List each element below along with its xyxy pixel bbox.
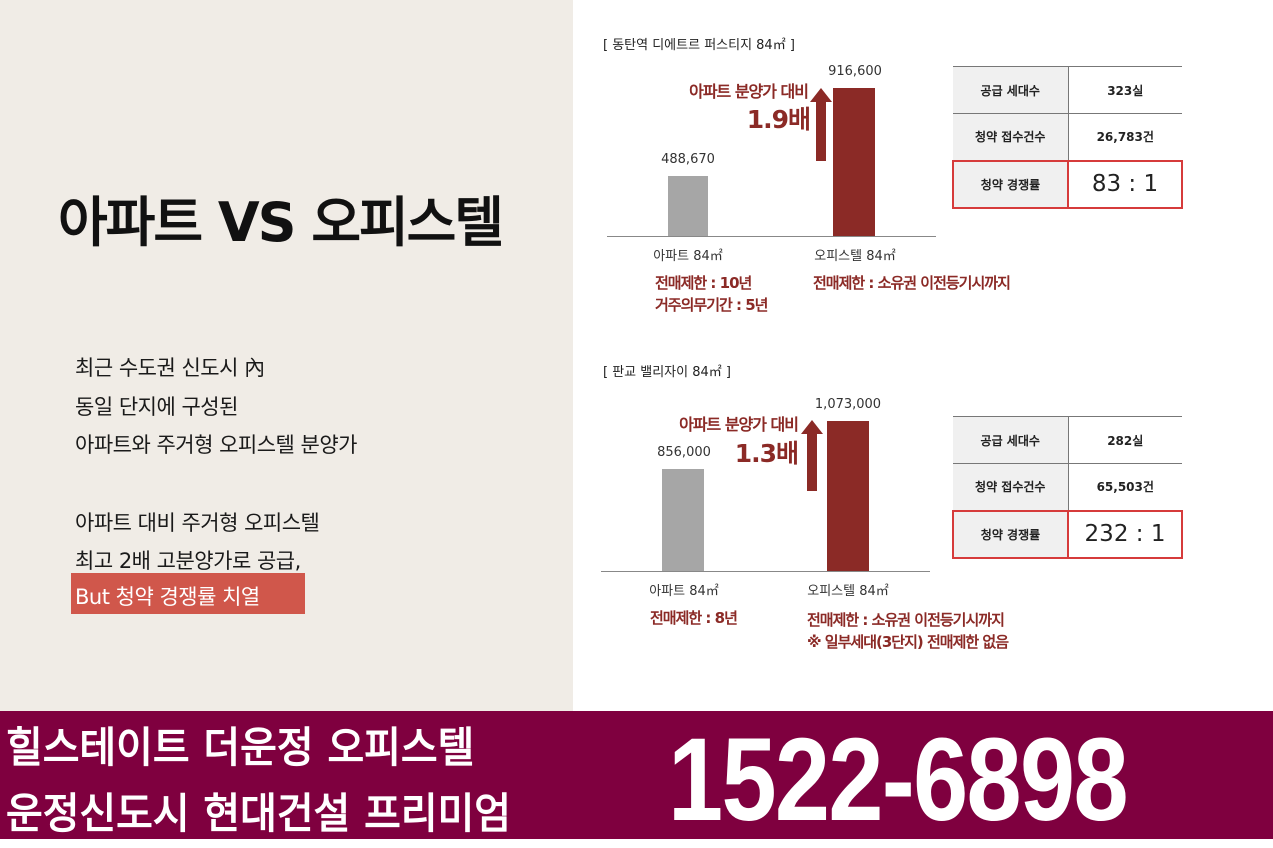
annotation-ratio: 1.3배 — [734, 439, 799, 468]
phone-number[interactable]: 1522-6898 — [668, 714, 1129, 846]
note-line: 거주의무기간 : 5년 — [655, 296, 768, 314]
chart-baseline — [607, 236, 936, 237]
body-line: 최근 수도권 신도시 內 — [75, 356, 265, 380]
value-label: 1,073,000 — [814, 397, 882, 413]
bottom-banner — [0, 711, 1273, 839]
info-table: 공급 세대수 323실 청약 접수건수 26,783건 청약 경쟁률 83 : 1 — [952, 66, 1183, 209]
table-key: 청약 경쟁률 — [952, 509, 1069, 559]
table-value: 323실 — [1068, 66, 1182, 114]
note-line: 전매제한 : 소유권 이전등기시까지 — [807, 611, 1005, 629]
arrow-shaft — [807, 433, 817, 491]
x-tick-label: 오피스텔 84㎡ — [807, 584, 889, 599]
annotation-label: 아파트 분양가 대비 — [679, 415, 799, 434]
table-value: 26,783건 — [1068, 113, 1182, 161]
highlight-text: But 청약 경쟁률 치열 — [71, 573, 305, 614]
note-officetel: 전매제한 : 소유권 이전등기시까지 — [813, 272, 1011, 294]
bar-officetel — [827, 421, 869, 571]
table-key: 청약 접수건수 — [953, 113, 1069, 161]
table-value: 282실 — [1068, 416, 1182, 464]
table-key: 공급 세대수 — [953, 66, 1069, 114]
competition-rate: 232 : 1 — [1067, 509, 1183, 559]
competition-rate: 83 : 1 — [1067, 159, 1183, 209]
table-key: 청약 접수건수 — [953, 463, 1069, 511]
info-table: 공급 세대수 282실 청약 접수건수 65,503건 청약 경쟁률 232 : 1 — [952, 416, 1183, 559]
note-line: 전매제한 : 10년 — [655, 274, 752, 292]
bar-apartment — [668, 176, 708, 236]
banner-line-1: 힐스테이트 더운정 오피스텔 — [6, 723, 475, 772]
value-label: 916,600 — [828, 64, 882, 80]
arrow-up-icon — [801, 420, 823, 434]
bar-apartment — [662, 469, 704, 571]
arrow-shaft — [816, 101, 826, 161]
chart-title: [ 동탄역 디에트르 퍼스티지 84㎡ ] — [603, 38, 795, 53]
arrow-up-icon — [810, 88, 832, 102]
annotation-ratio: 1.9배 — [746, 105, 811, 134]
note-line: 전매제한 : 소유권 이전등기시까지 — [813, 274, 1011, 292]
note-apartment: 전매제한 : 8년 — [650, 607, 738, 629]
body-line: 아파트와 주거형 오피스텔 분양가 — [75, 433, 358, 457]
body-line: 동일 단지에 구성된 — [75, 395, 238, 419]
x-tick-label: 아파트 84㎡ — [653, 249, 723, 264]
annotation-label: 아파트 분양가 대비 — [689, 82, 809, 101]
note-line: ※ 일부세대(3단지) 전매제한 없음 — [807, 633, 1009, 651]
body-line: 최고 2배 고분양가로 공급, — [75, 549, 301, 573]
x-tick-label: 아파트 84㎡ — [649, 584, 719, 599]
chart-title: [ 판교 밸리자이 84㎡ ] — [603, 365, 731, 380]
value-label: 856,000 — [657, 445, 711, 461]
note-line: 전매제한 : 8년 — [650, 609, 738, 627]
chart-baseline — [601, 571, 930, 572]
body-line: 아파트 대비 주거형 오피스텔 — [75, 511, 320, 535]
bar-officetel — [833, 88, 875, 236]
page-title: 아파트 VS 오피스텔 — [58, 191, 504, 254]
banner-line-2: 운정신도시 현대건설 프리미엄 — [6, 789, 511, 838]
table-key: 공급 세대수 — [953, 416, 1069, 464]
value-label: 488,670 — [661, 152, 715, 168]
x-tick-label: 오피스텔 84㎡ — [814, 249, 896, 264]
table-key: 청약 경쟁률 — [952, 159, 1069, 209]
table-value: 65,503건 — [1068, 463, 1182, 511]
note-officetel: 전매제한 : 소유권 이전등기시까지 ※ 일부세대(3단지) 전매제한 없음 — [807, 609, 1009, 653]
